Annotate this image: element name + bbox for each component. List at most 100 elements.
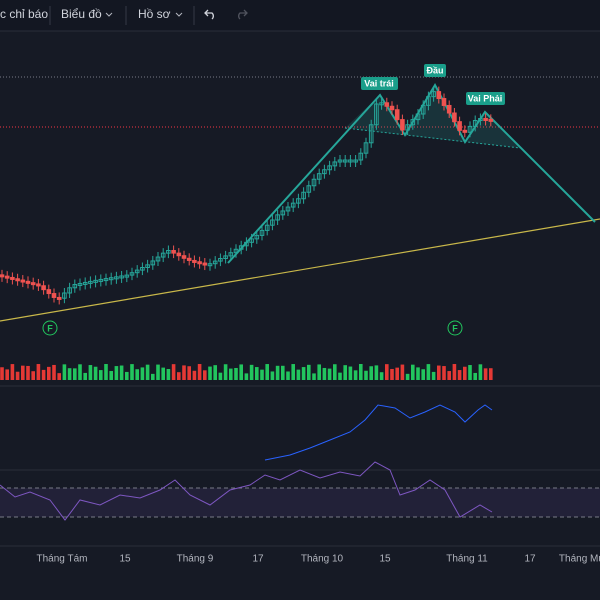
volume-bar xyxy=(359,364,363,380)
volume-bar xyxy=(88,365,93,380)
candle-body xyxy=(368,124,374,144)
volume-bar xyxy=(15,371,20,380)
volume-bar xyxy=(140,367,145,380)
volume-bar xyxy=(192,370,197,380)
redo-button[interactable] xyxy=(238,9,248,20)
volume-bar xyxy=(223,364,228,380)
volume-bar xyxy=(307,364,311,380)
candle-body xyxy=(296,198,301,204)
volume-bar xyxy=(171,364,176,380)
candle-body xyxy=(290,202,296,208)
candle-body xyxy=(98,278,104,282)
candle-body xyxy=(306,185,312,193)
volume-bar xyxy=(145,364,150,380)
volume-bar xyxy=(489,368,493,380)
undo-button[interactable] xyxy=(204,9,214,20)
chevron xyxy=(175,12,183,17)
volume-bar xyxy=(411,364,415,380)
volume-bar xyxy=(369,366,373,380)
candle-body xyxy=(405,124,410,131)
candle-body xyxy=(374,103,379,126)
indicator-line xyxy=(264,404,493,461)
label-box xyxy=(466,92,505,105)
volume-bar xyxy=(322,367,327,380)
event-marker[interactable] xyxy=(447,320,463,336)
pattern-fill xyxy=(465,112,520,148)
toolbar xyxy=(0,0,600,31)
volume-bar xyxy=(473,372,477,380)
candle-body xyxy=(223,255,228,259)
candle-body xyxy=(72,284,78,289)
candle-body xyxy=(93,279,98,283)
candle-body xyxy=(114,276,119,280)
trend-line xyxy=(0,218,600,322)
candle-body xyxy=(20,279,26,283)
x-axis-label: 17 xyxy=(252,554,264,565)
volume-bar xyxy=(343,365,347,380)
volume-bar xyxy=(338,372,342,380)
volume-bar xyxy=(67,368,72,380)
volume-bar xyxy=(135,369,139,380)
volume-bar xyxy=(31,371,35,380)
volume-bar xyxy=(99,370,103,380)
candle-body xyxy=(207,263,213,267)
candle-body xyxy=(145,264,150,269)
x-axis-label: 15 xyxy=(119,554,131,565)
candle-body xyxy=(10,276,15,280)
indicators-button[interactable]: c chỉ báo xyxy=(0,7,48,21)
chart-button[interactable]: Biểu đồ xyxy=(61,7,102,21)
volume-bar xyxy=(452,364,457,380)
x-axis-label: Tháng 9 xyxy=(177,554,214,565)
volume-bar xyxy=(421,369,425,380)
volume-bar xyxy=(213,365,217,380)
volume-bar xyxy=(21,365,25,380)
candle-body xyxy=(259,229,265,236)
profile-button[interactable]: Hồ sơ xyxy=(138,7,171,21)
label-box xyxy=(424,64,446,77)
rsi-line xyxy=(0,461,493,521)
chevron xyxy=(105,12,113,17)
candle-body xyxy=(124,274,130,278)
candle-body xyxy=(176,252,182,257)
candle-body xyxy=(301,191,306,200)
candle-body xyxy=(389,105,395,111)
candle-body xyxy=(410,119,416,126)
volume-bar xyxy=(447,371,451,380)
volume-bar xyxy=(385,364,389,380)
x-axis-label: Tháng 11 xyxy=(446,554,488,565)
candle-body xyxy=(218,258,223,262)
volume-bar xyxy=(333,364,337,380)
candle-body xyxy=(348,159,353,163)
candle-body xyxy=(0,274,5,278)
volume-bar xyxy=(10,364,15,380)
candle-body xyxy=(337,159,343,163)
volume-bar xyxy=(73,368,77,380)
x-axis-label: 17 xyxy=(524,554,536,565)
volume-bar xyxy=(119,365,124,380)
candle-body xyxy=(181,255,187,259)
candle-body xyxy=(62,292,67,299)
candle-body xyxy=(394,109,400,121)
candle-body xyxy=(186,257,192,261)
candles xyxy=(0,86,494,305)
candle-body xyxy=(472,119,478,127)
volume-bar xyxy=(437,365,441,380)
volume-bar xyxy=(483,368,488,380)
volume-bar xyxy=(151,373,155,380)
candle-body xyxy=(353,159,358,163)
volume-bar xyxy=(208,366,212,380)
candle-body xyxy=(457,121,462,131)
volume-bar xyxy=(109,371,113,380)
pattern-line xyxy=(227,82,596,264)
candle-body xyxy=(285,206,291,212)
pattern-fill xyxy=(405,85,465,142)
volume-bar xyxy=(182,365,186,380)
volume-bar xyxy=(0,367,4,380)
candle-body xyxy=(238,245,244,250)
event-marker[interactable] xyxy=(42,320,58,336)
volume-bar xyxy=(47,366,51,380)
volume-bar xyxy=(239,364,243,380)
volume-bar xyxy=(114,366,119,380)
candle-body xyxy=(155,256,161,262)
